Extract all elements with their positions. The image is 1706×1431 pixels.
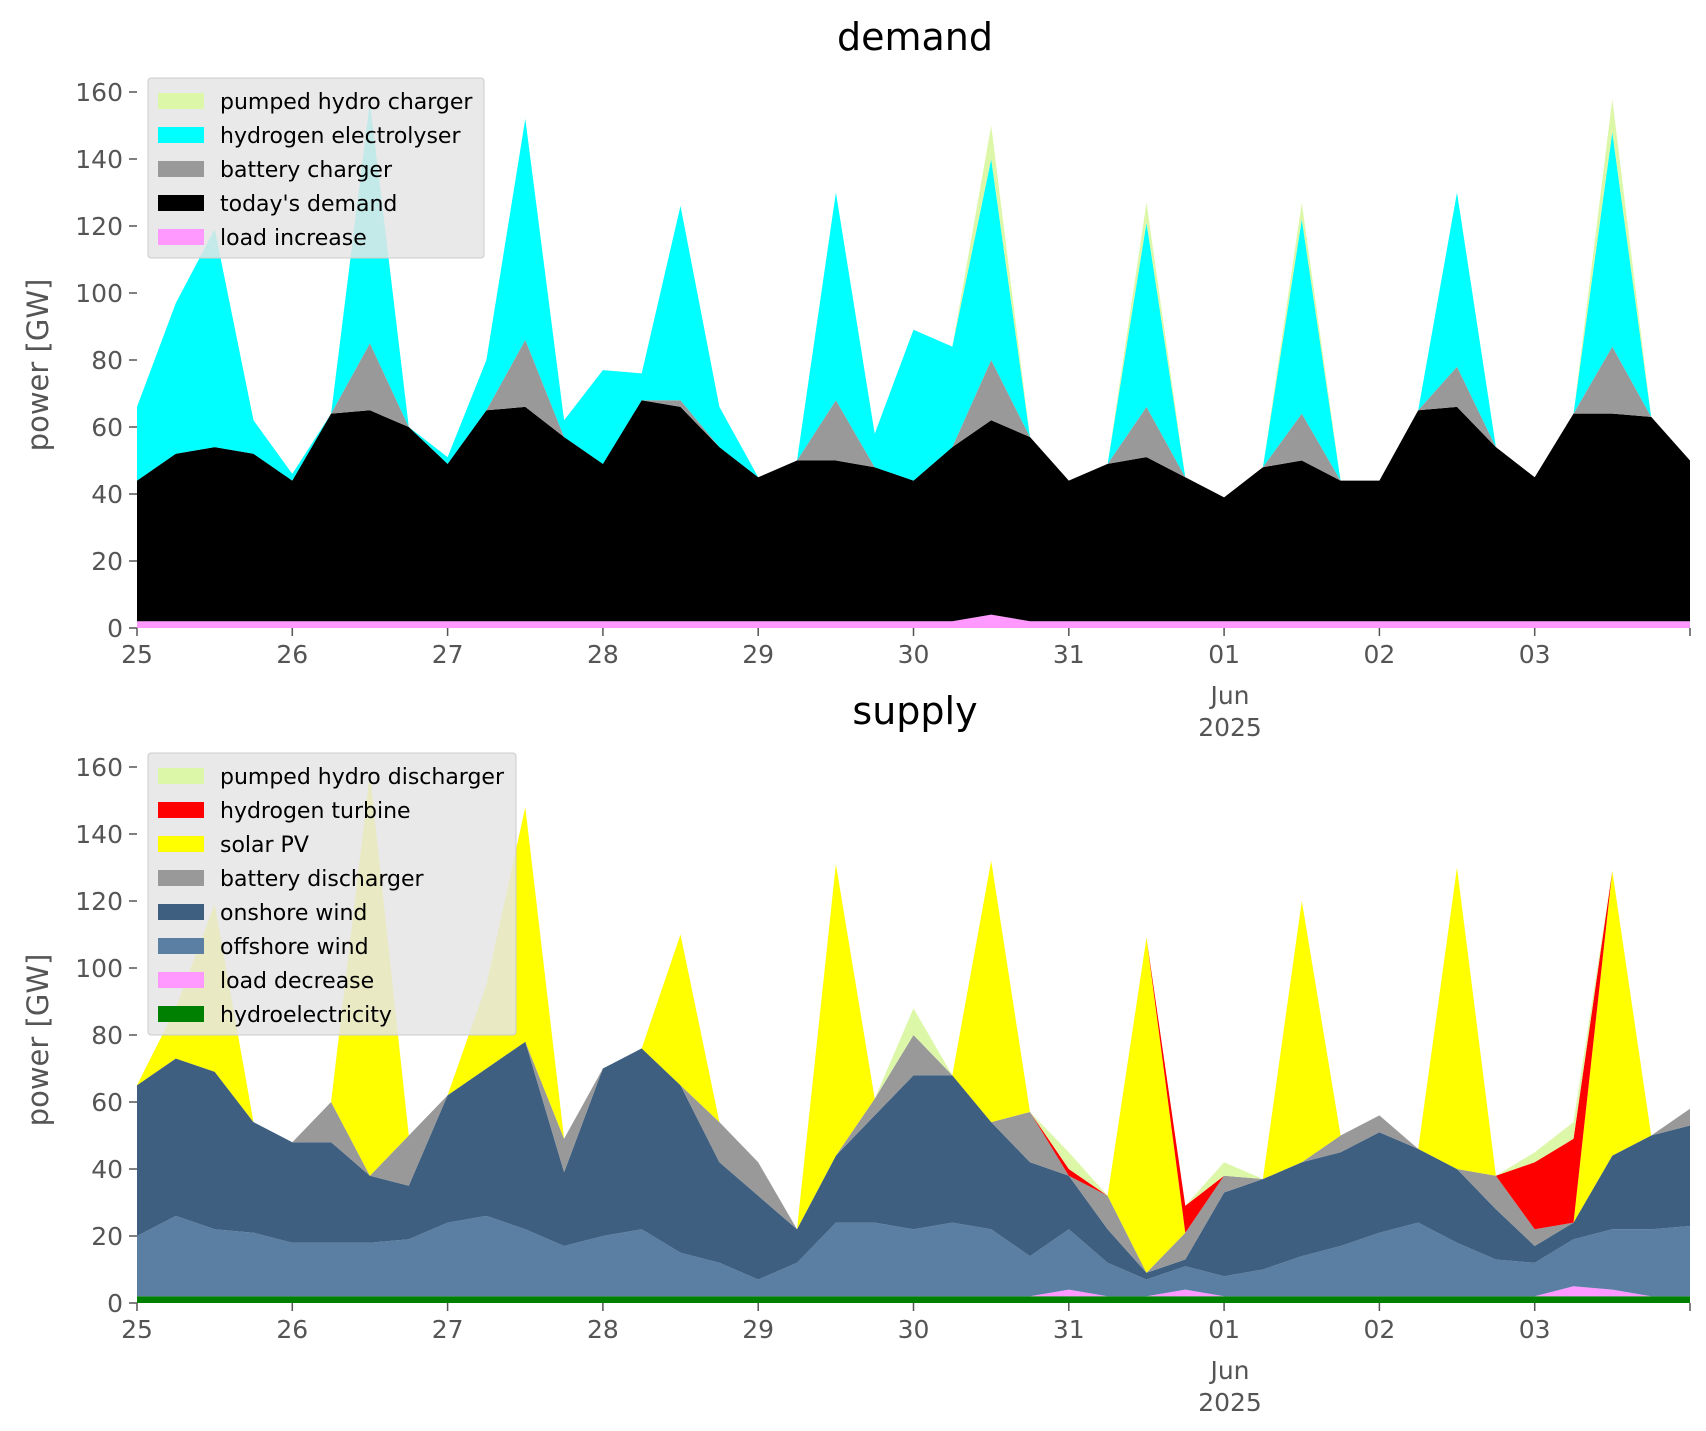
y-tick-label: 20 (91, 1222, 123, 1251)
demand-x-ticks: 25 26 27 28 29 30 31 01 02 03 (121, 628, 1691, 669)
area-hydroelectricity (137, 1296, 1690, 1303)
legend-label-hydroelectricity: hydroelectricity (220, 1003, 392, 1028)
x-tick-label: 26 (276, 640, 308, 669)
y-tick-label: 160 (75, 753, 123, 782)
x-tick-label: 01 (1208, 640, 1240, 669)
legend-label-battery-discharger: battery discharger (220, 867, 425, 892)
x-tick-label: 25 (121, 640, 153, 669)
supply-panel: supply power [GW] 020406080100120140160 … (21, 689, 1691, 1417)
legend-label-load-increase: load increase (220, 226, 367, 251)
legend-swatch-hydrogen-electrolyser (158, 127, 204, 143)
legend-label-pumped-hydro-discharger: pumped hydro discharger (220, 765, 505, 790)
legend-box (147, 77, 485, 259)
y-tick-label: 60 (91, 413, 123, 442)
y-tick-label: 0 (107, 614, 123, 643)
legend-label-onshore-wind: onshore wind (220, 901, 367, 926)
y-tick-label: 140 (75, 145, 123, 174)
legend-label-load-decrease: load decrease (220, 969, 374, 994)
demand-y-axis-label: power [GW] (21, 279, 55, 452)
x-tick-label: 26 (276, 1315, 308, 1344)
legend-swatch-solar-pv (158, 836, 204, 852)
legend-swatch-hydrogen-turbine (158, 802, 204, 818)
supply-x-ticks: 25 26 27 28 29 30 31 01 02 03 (121, 1303, 1691, 1344)
demand-areas (137, 98, 1690, 628)
x-tick-label: 03 (1519, 1315, 1551, 1344)
y-tick-label: 80 (91, 1021, 123, 1050)
y-tick-label: 100 (75, 954, 123, 983)
legend-swatch-battery-charger (158, 161, 204, 177)
x-tick-label: 30 (898, 640, 930, 669)
legend-label-hydrogen-electrolyser: hydrogen electrolyser (220, 124, 461, 149)
legend-label-battery-charger: battery charger (220, 158, 393, 183)
legend-swatch-today-s-demand (158, 195, 204, 211)
x-tick-label: 02 (1363, 640, 1395, 669)
x-tick-label: 29 (742, 1315, 774, 1344)
area-onshore-wind (137, 1041, 1690, 1280)
supply-y-axis-label: power [GW] (21, 954, 55, 1127)
demand-title: demand (837, 15, 993, 59)
supply-month-label: Jun (1208, 1356, 1249, 1385)
x-tick-label: 30 (898, 1315, 930, 1344)
y-tick-label: 60 (91, 1088, 123, 1117)
legend-label-solar-pv: solar PV (220, 833, 309, 858)
area-offshore-wind (137, 1215, 1690, 1297)
y-tick-label: 40 (91, 480, 123, 509)
demand-month-label: Jun (1208, 681, 1249, 710)
demand-panel: demand power [GW] 020406080100120140160 … (21, 15, 1691, 742)
legend-swatch-battery-discharger (158, 870, 204, 886)
y-tick-label: 140 (75, 820, 123, 849)
y-tick-label: 160 (75, 78, 123, 107)
demand-y-ticks: 0 20 40 60 80 100 120 140 160 (75, 78, 137, 643)
x-tick-label: 31 (1053, 1315, 1085, 1344)
y-tick-label: 100 (75, 279, 123, 308)
x-tick-label: 02 (1363, 1315, 1395, 1344)
area-hydrogen-turbine (137, 773, 1690, 1233)
legend-label-pumped-hydro-charger: pumped hydro charger (220, 90, 473, 115)
supply-year-label: 2025 (1198, 1388, 1262, 1417)
supply-areas (137, 773, 1690, 1303)
demand-year-label: 2025 (1198, 713, 1262, 742)
x-tick-label: 28 (587, 1315, 619, 1344)
legend-label-today-s-demand: today's demand (220, 192, 397, 217)
y-tick-label: 120 (75, 212, 123, 241)
y-tick-label: 20 (91, 547, 123, 576)
legend-box (147, 752, 517, 1036)
area-hydrogen-electrolyser (137, 102, 1690, 498)
legend-swatch-pumped-hydro-discharger (158, 768, 204, 784)
area-today-s-demand (137, 400, 1690, 622)
demand-legend: pumped hydro charger hydrogen electrolyse… (147, 77, 485, 259)
x-tick-label: 25 (121, 1315, 153, 1344)
area-battery-charger (137, 339, 1690, 498)
legend-swatch-pumped-hydro-charger (158, 93, 204, 109)
x-tick-label: 01 (1208, 1315, 1240, 1344)
area-solar-pv (137, 773, 1690, 1273)
x-tick-label: 27 (432, 1315, 464, 1344)
legend-swatch-load-increase (158, 229, 204, 245)
y-tick-label: 0 (107, 1289, 123, 1318)
y-tick-label: 40 (91, 1155, 123, 1184)
legend-swatch-hydroelectricity (158, 1006, 204, 1022)
legend-swatch-onshore-wind (158, 904, 204, 920)
y-tick-label: 120 (75, 887, 123, 916)
y-tick-label: 80 (91, 346, 123, 375)
legend-swatch-load-decrease (158, 972, 204, 988)
supply-y-ticks: 0 20 40 60 80 100 120 140 160 (75, 753, 137, 1318)
x-tick-label: 28 (587, 640, 619, 669)
x-tick-label: 27 (432, 640, 464, 669)
x-tick-label: 31 (1053, 640, 1085, 669)
supply-legend: pumped hydro discharger hydrogen turbine s… (147, 752, 517, 1036)
supply-title: supply (852, 689, 977, 733)
legend-swatch-offshore-wind (158, 938, 204, 954)
legend-label-hydrogen-turbine: hydrogen turbine (220, 799, 411, 824)
x-tick-label: 03 (1519, 640, 1551, 669)
x-tick-label: 29 (742, 640, 774, 669)
legend-label-offshore-wind: offshore wind (220, 935, 369, 960)
